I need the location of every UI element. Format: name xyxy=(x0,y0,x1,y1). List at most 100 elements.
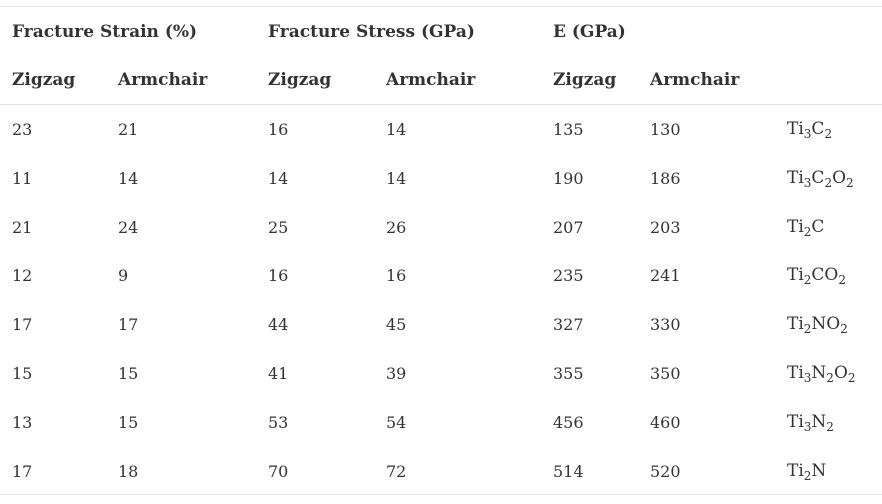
formula-subscript: 3 xyxy=(803,176,812,190)
cell-stress-armchair: 14 xyxy=(386,120,407,139)
formula-subscript: 2 xyxy=(803,225,812,239)
cell-strain-zigzag: 15 xyxy=(12,364,33,383)
cell-material-formula: Ti3C2O2 xyxy=(787,168,854,190)
subheader-e-zigzag: Zigzag xyxy=(553,70,617,90)
formula-element: O xyxy=(832,168,847,188)
cell-e-zigzag: 207 xyxy=(553,218,584,237)
cell-e-armchair: 186 xyxy=(650,169,681,188)
formula-subscript: 2 xyxy=(847,371,856,385)
subheader-e-armchair: Armchair xyxy=(650,70,740,90)
cell-e-armchair: 330 xyxy=(650,315,681,334)
cell-material-formula: Ti2NO2 xyxy=(787,314,848,336)
cell-e-zigzag: 456 xyxy=(553,413,584,432)
cell-stress-armchair: 16 xyxy=(386,266,407,285)
formula-element: C xyxy=(811,119,825,139)
cell-strain-armchair: 17 xyxy=(118,315,139,334)
cell-stress-zigzag: 41 xyxy=(268,364,289,383)
cell-stress-zigzag: 44 xyxy=(268,315,289,334)
cell-strain-armchair: 18 xyxy=(118,462,139,481)
cell-e-zigzag: 355 xyxy=(553,364,584,383)
table-top-border xyxy=(0,6,882,7)
cell-stress-zigzag: 25 xyxy=(268,218,289,237)
formula-element: O xyxy=(833,363,848,383)
formula-subscript: 2 xyxy=(803,469,812,483)
cell-e-zigzag: 514 xyxy=(553,462,584,481)
cell-strain-zigzag: 17 xyxy=(12,462,33,481)
formula-subscript: 3 xyxy=(803,420,812,434)
cell-material-formula: Ti2C xyxy=(787,217,825,239)
cell-strain-armchair: 15 xyxy=(118,364,139,383)
cell-e-zigzag: 135 xyxy=(553,120,584,139)
header-elastic-modulus: E (GPa) xyxy=(553,22,626,42)
subheader-stress-armchair: Armchair xyxy=(386,70,476,90)
cell-e-armchair: 203 xyxy=(650,218,681,237)
formula-subscript: 2 xyxy=(826,371,834,385)
subheader-strain-zigzag: Zigzag xyxy=(12,70,76,90)
formula-subscript: 3 xyxy=(803,127,812,141)
cell-stress-zigzag: 14 xyxy=(268,169,289,188)
cell-e-armchair: 130 xyxy=(650,120,681,139)
formula-element: Ti xyxy=(787,412,804,432)
formula-subscript: 2 xyxy=(826,420,834,434)
cell-strain-armchair: 24 xyxy=(118,218,139,237)
cell-stress-zigzag: 53 xyxy=(268,413,289,432)
formula-subscript: 2 xyxy=(838,273,847,287)
formula-element: C xyxy=(811,168,825,188)
formula-element: Ti xyxy=(787,168,804,188)
formula-subscript: 2 xyxy=(846,176,854,190)
cell-strain-armchair: 14 xyxy=(118,169,139,188)
cell-strain-zigzag: 11 xyxy=(12,169,33,188)
formula-subscript: 2 xyxy=(803,273,812,287)
formula-element: NO xyxy=(811,314,841,334)
formula-subscript: 2 xyxy=(824,127,833,141)
formula-subscript: 2 xyxy=(824,176,833,190)
cell-stress-armchair: 45 xyxy=(386,315,407,334)
cell-material-formula: Ti3N2O2 xyxy=(787,363,856,385)
cell-material-formula: Ti3C2 xyxy=(787,119,833,141)
formula-element: Ti xyxy=(787,461,804,481)
cell-material-formula: Ti2CO2 xyxy=(787,265,847,287)
cell-stress-armchair: 54 xyxy=(386,413,407,432)
formula-element: N xyxy=(811,363,827,383)
formula-subscript: 2 xyxy=(803,322,812,336)
cell-stress-zigzag: 16 xyxy=(268,266,289,285)
header-fracture-strain: Fracture Strain (%) xyxy=(12,22,198,42)
cell-e-zigzag: 190 xyxy=(553,169,584,188)
cell-strain-zigzag: 21 xyxy=(12,218,33,237)
cell-strain-zigzag: 23 xyxy=(12,120,33,139)
formula-element: CO xyxy=(811,265,839,285)
formula-element: Ti xyxy=(787,265,804,285)
cell-stress-zigzag: 70 xyxy=(268,462,289,481)
subheader-strain-armchair: Armchair xyxy=(118,70,208,90)
cell-strain-armchair: 21 xyxy=(118,120,139,139)
header-divider xyxy=(0,104,882,105)
cell-strain-armchair: 9 xyxy=(118,266,129,285)
table-bottom-border xyxy=(0,494,882,495)
cell-strain-zigzag: 12 xyxy=(12,266,33,285)
cell-stress-armchair: 14 xyxy=(386,169,407,188)
formula-element: Ti xyxy=(787,119,804,139)
cell-stress-armchair: 72 xyxy=(386,462,407,481)
cell-material-formula: Ti2N xyxy=(787,461,826,483)
cell-e-armchair: 520 xyxy=(650,462,681,481)
cell-e-armchair: 350 xyxy=(650,364,681,383)
cell-material-formula: Ti3N2 xyxy=(787,412,834,434)
cell-e-armchair: 241 xyxy=(650,266,681,285)
formula-subscript: 3 xyxy=(803,371,812,385)
formula-element: N xyxy=(811,412,827,432)
formula-subscript: 2 xyxy=(840,322,848,336)
cell-strain-zigzag: 13 xyxy=(12,413,33,432)
cell-e-armchair: 460 xyxy=(650,413,681,432)
cell-stress-armchair: 26 xyxy=(386,218,407,237)
cell-e-zigzag: 327 xyxy=(553,315,584,334)
formula-element: C xyxy=(811,217,825,237)
subheader-stress-zigzag: Zigzag xyxy=(268,70,332,90)
formula-element: Ti xyxy=(787,314,804,334)
header-fracture-stress: Fracture Stress (GPa) xyxy=(268,22,475,42)
cell-strain-armchair: 15 xyxy=(118,413,139,432)
cell-stress-zigzag: 16 xyxy=(268,120,289,139)
formula-element: Ti xyxy=(787,363,804,383)
cell-strain-zigzag: 17 xyxy=(12,315,33,334)
formula-element: Ti xyxy=(787,217,804,237)
